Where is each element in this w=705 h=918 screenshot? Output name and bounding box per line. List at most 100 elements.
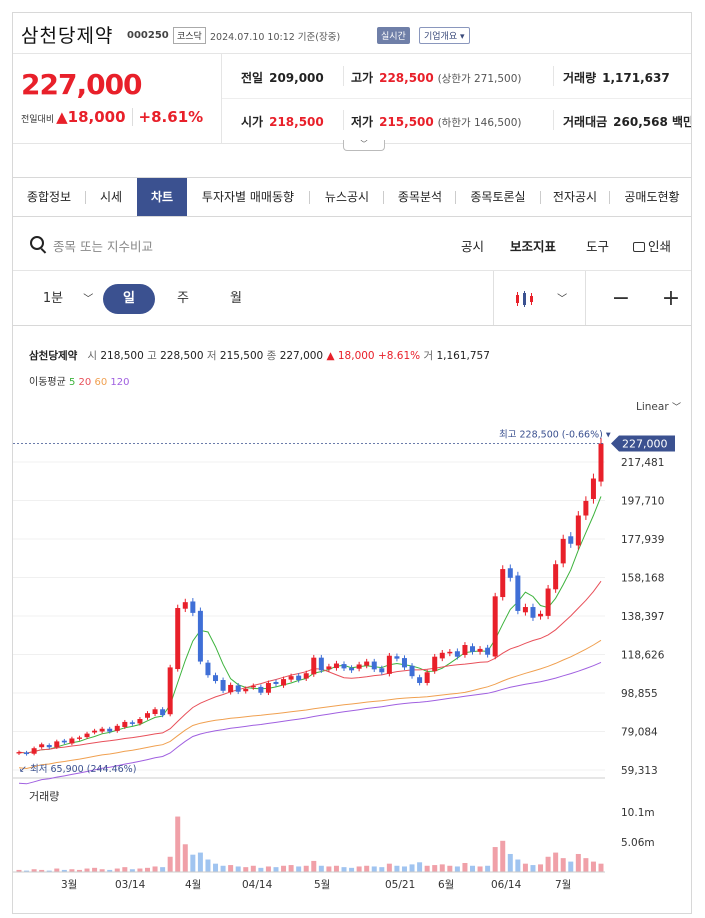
minute-dropdown[interactable]: 1분 ﹀ — [33, 284, 103, 314]
trade-volume: 거래량 1,171,637 — [563, 71, 670, 85]
stock-chart-window: 삼천당제약 000250 코스닥 2024.07.10 10:12 기준(장중)… — [12, 12, 692, 914]
candle — [152, 709, 158, 715]
candle — [409, 665, 415, 677]
volume-bar — [454, 866, 460, 872]
x-tick-label: 4월 — [185, 879, 201, 891]
volume-bar — [92, 867, 98, 872]
chart-area[interactable]: 삼천당제약 시 218,500 고 228,500 저 215,500 종 22… — [13, 326, 691, 913]
x-tick-label: 04/14 — [242, 879, 273, 891]
volume-label: 거래량 — [29, 790, 59, 803]
candle — [167, 667, 173, 715]
candle — [333, 663, 339, 669]
candle — [137, 719, 143, 724]
high-price: 고가 228,500 (상한가 271,500) — [351, 71, 522, 85]
tab-analysis[interactable]: 종목분석 — [397, 190, 443, 204]
price-box: 227,000 전일대비 ▲18,000 +8.61% — [13, 54, 222, 143]
volume-bar — [515, 859, 521, 872]
expand-chevron-icon[interactable]: ﹀ — [343, 140, 385, 151]
volume-bar — [590, 861, 596, 872]
volume-tick-label: 10.1m — [621, 807, 655, 819]
period-month[interactable]: 월 — [230, 291, 242, 306]
candle — [515, 575, 521, 611]
volume-bar — [243, 867, 249, 872]
candle — [500, 569, 506, 598]
moving-average-legend: 이동평균 5 20 60 120 — [29, 377, 130, 388]
volume-bar — [303, 865, 309, 872]
period-week[interactable]: 주 — [177, 291, 189, 306]
search-bar: 종목 또는 지수비교 공시 보조지표 도구 인쇄 — [13, 216, 691, 271]
volume-bar — [220, 865, 226, 872]
candle — [386, 655, 392, 674]
volume-bar — [84, 868, 90, 872]
candle — [228, 684, 234, 693]
volume-bar — [492, 847, 498, 872]
volume-bar — [16, 869, 22, 872]
search-icon[interactable] — [30, 236, 44, 250]
ma-legend-5: 5 — [69, 377, 76, 388]
volume-bar — [568, 861, 574, 872]
tab-chart[interactable]: 차트 — [137, 178, 187, 216]
y-tick-label: 138,397 — [621, 611, 664, 623]
candle — [144, 713, 150, 718]
period-day[interactable]: 일 — [103, 284, 155, 314]
volume-bar — [318, 865, 324, 872]
realtime-button[interactable]: 실시간 — [377, 27, 410, 44]
disclosure-tool[interactable]: 공시 — [461, 239, 485, 254]
max-price-label: 최고 228,500 (-0.66%) ▾ — [499, 429, 611, 440]
volume-bar — [485, 865, 491, 872]
tab-investor-trading[interactable]: 투자자별 매매동향 — [201, 190, 295, 204]
price-chart[interactable]: 217,481 197,710 177,939 158,168 138,397 118,6… — [13, 326, 691, 913]
volume-bar — [205, 859, 211, 872]
volume-bar — [265, 866, 271, 872]
company-overview-button[interactable]: 기업개요 ▾ — [419, 27, 470, 44]
volume-bar — [175, 816, 181, 872]
volume-bar — [99, 869, 105, 872]
compare-search-input[interactable]: 종목 또는 지수비교 — [53, 239, 153, 254]
scale-dropdown[interactable]: Linear ﹀ — [636, 400, 681, 413]
candle — [522, 607, 528, 613]
zoom-in-button[interactable]: + — [661, 286, 681, 311]
tab-discussion[interactable]: 종목토론실 — [470, 190, 526, 204]
y-tick-label: 158,168 — [621, 573, 664, 585]
stock-header: 삼천당제약 000250 코스닥 2024.07.10 10:12 기준(장중)… — [13, 13, 691, 54]
tab-disclosure[interactable]: 전자공시 — [552, 190, 598, 204]
candle — [197, 610, 203, 662]
ma-line-120 — [18, 661, 602, 785]
zoom-out-button[interactable]: − — [611, 286, 631, 311]
ma-legend-60: 60 — [91, 377, 108, 388]
stock-code: 000250 — [127, 30, 169, 41]
current-price-tag — [611, 435, 675, 452]
volume-bar — [379, 867, 385, 872]
stock-name: 삼천당제약 — [21, 25, 114, 47]
tab-quotes[interactable]: 시세 — [99, 190, 123, 204]
candle — [31, 748, 37, 754]
candlestick-icon — [515, 290, 533, 307]
ma-legend-120: 120 — [107, 377, 130, 388]
chart-type-dropdown[interactable]: ﹀ — [505, 284, 575, 314]
chevron-down-icon: ﹀ — [671, 403, 681, 413]
chevron-down-icon: ﹀ — [557, 294, 568, 305]
volume-bar — [213, 863, 219, 872]
volume-bar — [122, 867, 128, 872]
volume-bar — [341, 867, 347, 872]
candle — [92, 730, 98, 733]
candle — [61, 740, 67, 743]
y-tick-label: 217,481 — [621, 457, 664, 469]
tab-news[interactable]: 뉴스공시 — [324, 190, 370, 204]
drawing-tool[interactable]: 도구 — [586, 239, 610, 254]
volume-bar — [39, 869, 45, 872]
indicator-tool[interactable]: 보조지표 — [510, 239, 557, 254]
tab-short-selling[interactable]: 공매도현황 — [624, 190, 680, 204]
candle — [318, 657, 324, 671]
y-tick-label: 118,626 — [621, 650, 665, 662]
candle — [462, 645, 468, 655]
candle — [401, 658, 407, 668]
printer-icon — [633, 242, 645, 252]
candle — [538, 613, 544, 617]
x-tick-label: 5월 — [314, 879, 330, 891]
volume-bar — [447, 865, 453, 872]
print-button[interactable]: 인쇄 — [633, 236, 671, 255]
tab-overview[interactable]: 종합정보 — [26, 190, 72, 204]
candle — [439, 652, 445, 659]
volume-bar — [281, 865, 287, 872]
